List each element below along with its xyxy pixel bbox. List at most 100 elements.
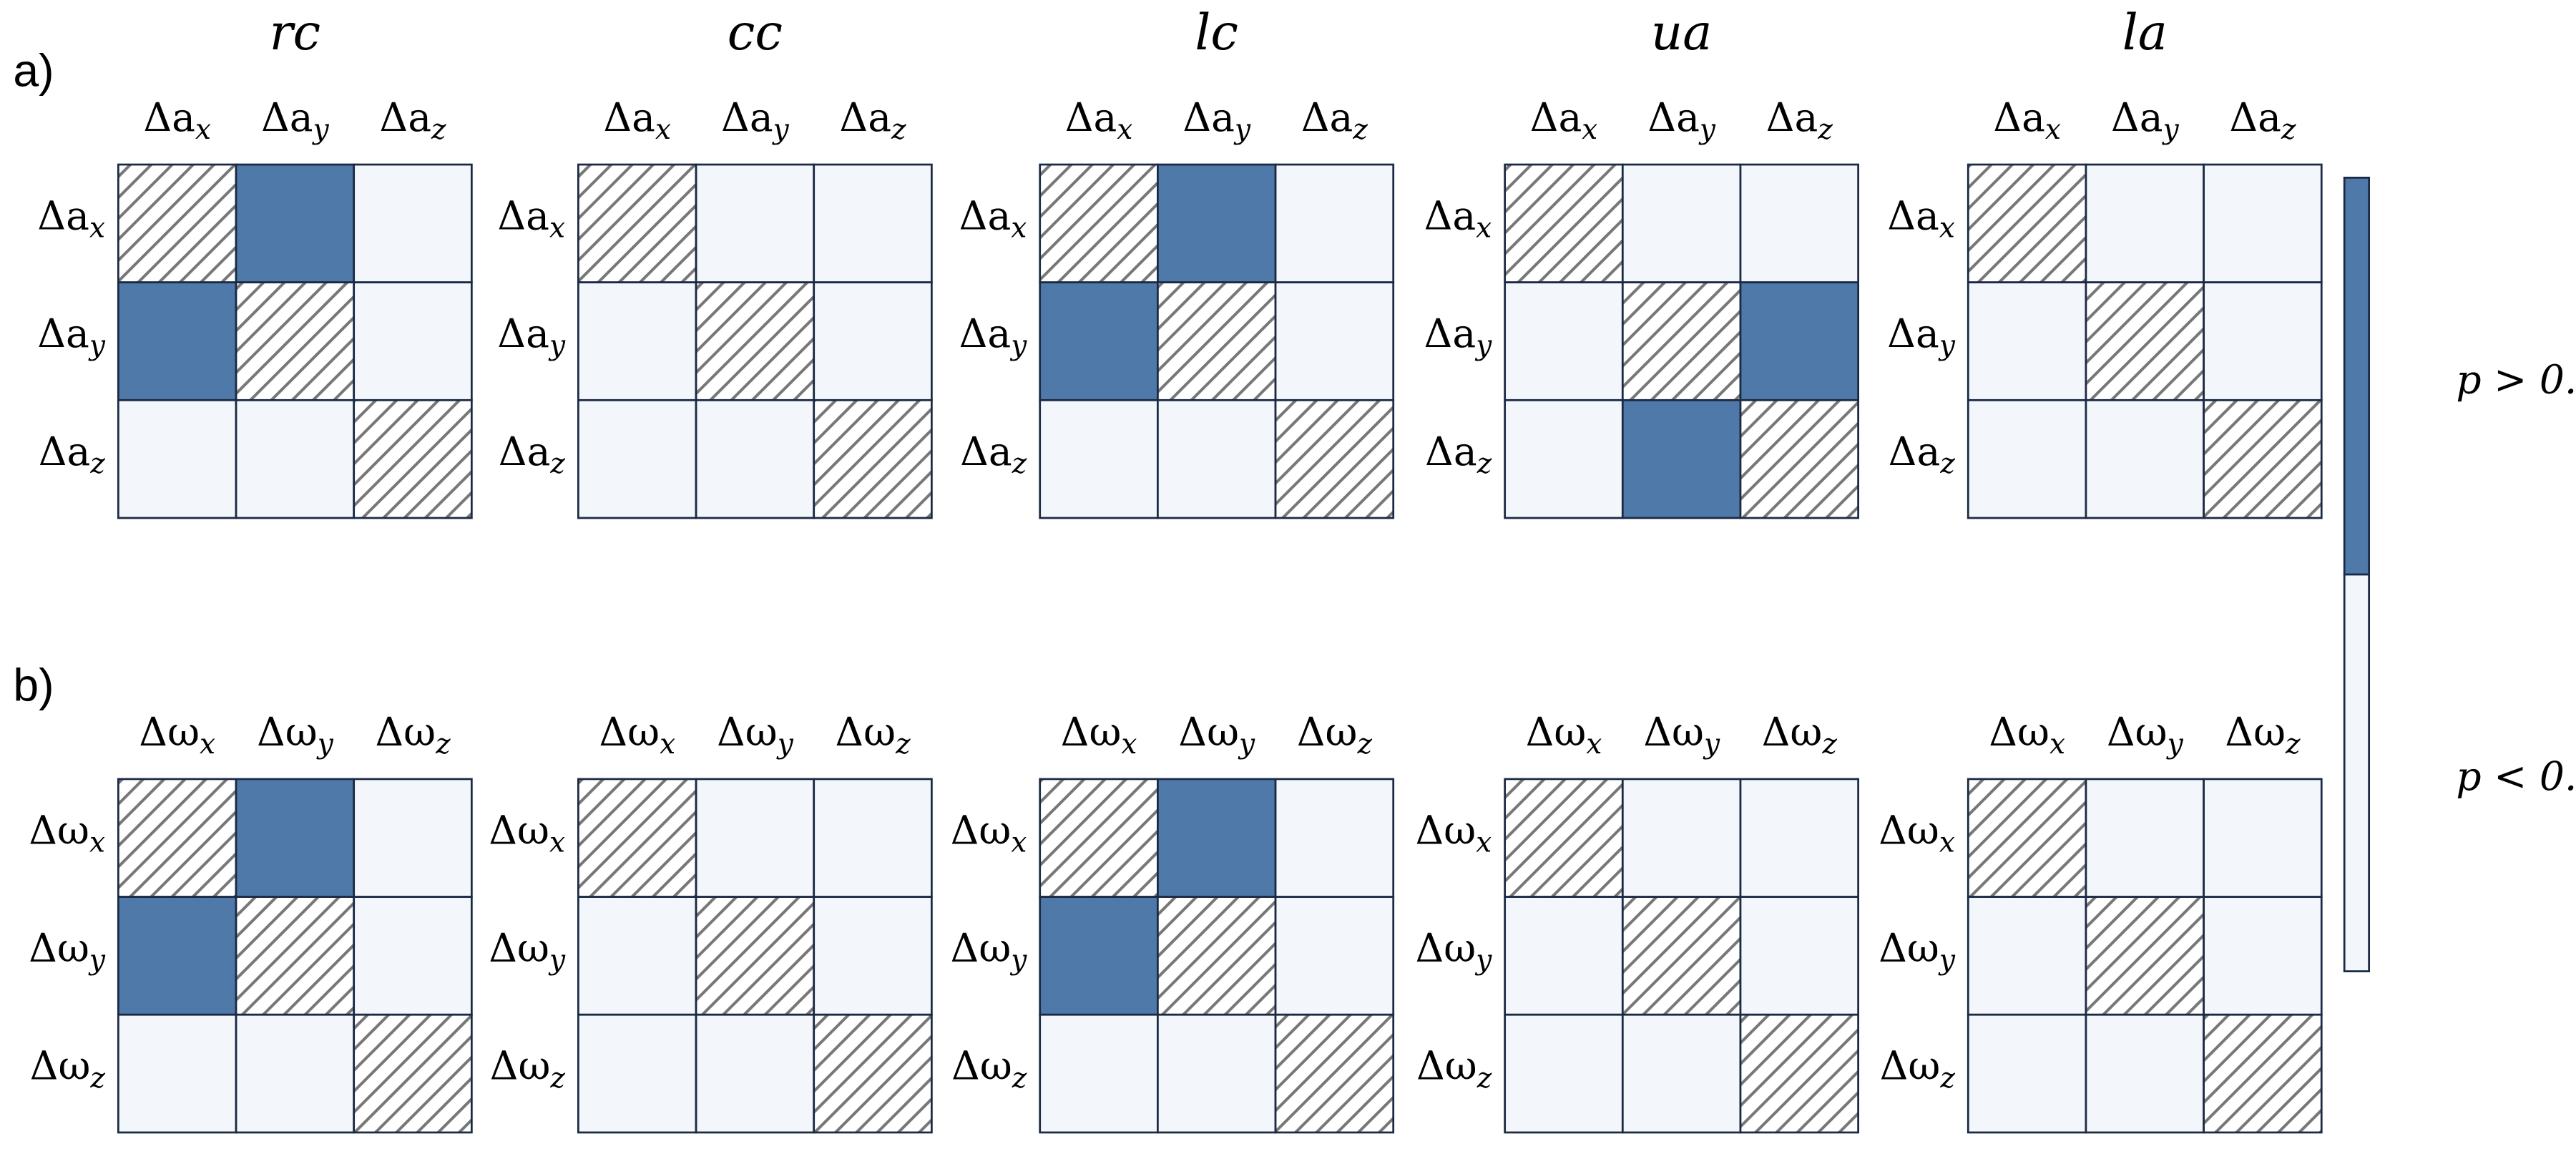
label-base: Δω [489,807,549,853]
label-sub: z [1012,1062,1027,1095]
axis-label: Δax [603,94,671,147]
axis-label: Δax [959,192,1027,245]
cell [2203,778,2323,898]
label-base: Δω [2225,708,2286,754]
label-base: Δω [2107,708,2168,754]
label-base: Δω [257,708,318,754]
diagonal-cell [1274,1013,1395,1134]
legend-swatch [2343,573,2371,972]
label-base: Δa [1182,94,1235,140]
label-sub: z [1476,1062,1492,1095]
cell [353,163,473,284]
label-sub: x [1939,212,1955,245]
cell [813,778,933,898]
panel-label: a) [13,45,54,97]
cell [813,163,933,284]
label-sub: x [195,114,211,146]
diagonal-cell [1739,399,1860,519]
cell [1157,163,1277,284]
axis-label: Δωz [835,708,911,761]
cell [1967,281,2087,401]
label-base: Δω [1061,708,1122,754]
label-base: Δa [721,94,773,140]
diagonal-cell [1621,281,1742,401]
label-sub: z [549,1062,565,1095]
label-base: Δω [139,708,200,754]
diagonal-cell [813,1013,933,1134]
diagonal-cell [1274,399,1395,519]
axis-label: Δωy [1643,708,1720,761]
diagonal-cell [1157,896,1277,1016]
label-sub: x [2045,114,2061,146]
axis-label: Δωx [29,807,105,859]
axis-label: Δωy [717,708,794,761]
column-title: rc [270,4,321,62]
axis-label: Δωy [1415,925,1492,977]
axis-label: Δay [959,311,1028,363]
label-sub: x [1939,826,1955,859]
diagonal-cell [1157,281,1277,401]
cell [2085,399,2205,519]
label-base: Δa [1993,94,2045,140]
label-sub: z [89,448,105,480]
cell [577,281,697,401]
axis-label: Δay [261,94,330,147]
label-sub: x [89,826,105,859]
axis-label: Δax [1065,94,1133,147]
label-base: Δa [603,94,655,140]
label-sub: y [2162,114,2180,146]
axis-label: Δax [1993,94,2061,147]
label-sub: y [776,728,794,761]
label-base: Δω [1879,807,1939,853]
diagonal-cell [695,281,816,401]
label-base: Δa [497,311,549,356]
cell [1157,1013,1277,1134]
axis-label: Δaz [2229,94,2296,147]
cell [1621,399,1742,519]
cell [117,1013,237,1134]
label-sub: z [1012,448,1027,480]
label-base: Δa [1301,94,1353,140]
axis-label: Δay [497,311,566,363]
label-sub: x [1476,212,1492,245]
axis-label: Δωx [599,708,675,761]
axis-label: Δay [721,94,790,147]
cell [353,281,473,401]
axis-label: Δωz [2225,708,2301,761]
label-sub: y [1233,114,1251,146]
axis-label: Δωy [1178,708,1255,761]
label-base: Δa [1425,428,1477,474]
cell [1039,399,1159,519]
label-sub: y [316,728,334,761]
diagonal-cell [235,896,356,1016]
cell [1504,896,1624,1016]
axis-label: Δax [37,192,105,245]
label-sub: y [1009,330,1027,362]
label-base: Δa [959,311,1012,356]
label-base: Δa [1530,94,1582,140]
axis-label: Δax [1887,192,1955,245]
label-base: Δω [490,1042,551,1088]
label-base: Δa [1887,311,1939,356]
label-base: Δω [951,807,1012,853]
label-sub: y [1009,944,1027,977]
cell [1504,399,1624,519]
axis-label: Δωy [29,925,106,977]
label-sub: x [1586,728,1602,761]
legend-swatch [2343,177,2371,576]
label-sub: y [88,330,106,362]
label-base: Δω [375,708,436,754]
axis-label: Δay [1647,94,1716,147]
label-sub: y [1474,944,1492,977]
label-sub: z [1821,728,1837,761]
label-base: Δa [39,428,91,474]
label-sub: z [1939,448,1955,480]
axis-label: Δωz [375,708,451,761]
label-base: Δa [143,94,195,140]
label-base: Δω [29,925,89,971]
label-base: Δω [30,1042,91,1088]
label-base: Δω [1416,1042,1477,1088]
label-base: Δa [1424,311,1476,356]
label-sub: z [89,1062,105,1095]
label-base: Δa [497,192,549,238]
